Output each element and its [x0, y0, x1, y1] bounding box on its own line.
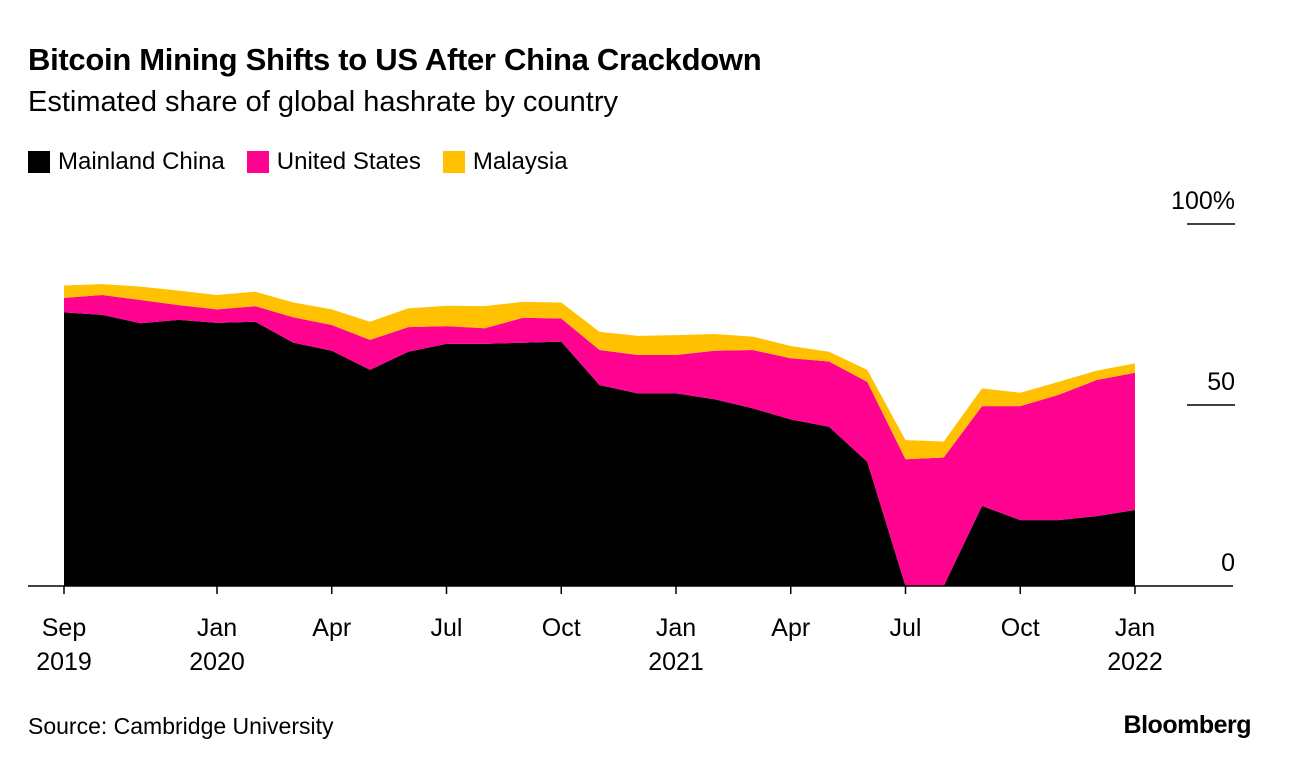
source-note: Source: Cambridge University — [28, 713, 334, 739]
legend-label-malaysia: Malaysia — [472, 148, 568, 175]
x-tick-month: Oct — [542, 614, 581, 642]
legend-label-us: United States — [276, 148, 421, 175]
x-tick-month: Oct — [1001, 614, 1040, 642]
chart-subtitle: Estimated share of global hashrate by co… — [28, 86, 618, 118]
bloomberg-logo: Bloomberg — [1123, 711, 1252, 739]
x-tick-month: Apr — [771, 614, 810, 642]
area-malaysia — [64, 284, 1135, 460]
x-tick-month: Jul — [890, 614, 922, 642]
legend-swatch-us — [246, 151, 269, 173]
x-tick-year: 2019 — [36, 648, 92, 676]
area-united-states — [64, 294, 1135, 586]
legend-label-china: Mainland China — [58, 148, 225, 175]
area-mainland-china — [64, 312, 1135, 586]
x-tick-month: Jul — [431, 614, 463, 642]
x-tick-year: 2021 — [648, 648, 704, 676]
x-tick-year: 2022 — [1107, 648, 1163, 676]
y-tick-label: 50 — [1207, 368, 1235, 396]
legend-item-china: Mainland China — [28, 148, 225, 176]
x-tick-month: Sep — [42, 614, 86, 642]
x-tick-month: Jan — [656, 614, 696, 642]
x-tick-month: Jan — [197, 614, 237, 642]
y-tick-label: 0 — [1221, 549, 1235, 577]
y-tick-label: 100% — [1171, 187, 1235, 215]
legend-swatch-malaysia — [442, 151, 465, 173]
legend-swatch-china — [28, 151, 50, 173]
x-tick-month: Jan — [1115, 614, 1155, 642]
x-tick-year: 2020 — [189, 648, 245, 676]
legend-item-us: United States — [246, 148, 421, 176]
legend-item-malaysia: Malaysia — [442, 148, 568, 176]
legend: Mainland China United States Malaysia — [28, 148, 568, 176]
chart-title: Bitcoin Mining Shifts to US After China … — [28, 42, 762, 77]
x-tick-month: Apr — [312, 614, 351, 642]
